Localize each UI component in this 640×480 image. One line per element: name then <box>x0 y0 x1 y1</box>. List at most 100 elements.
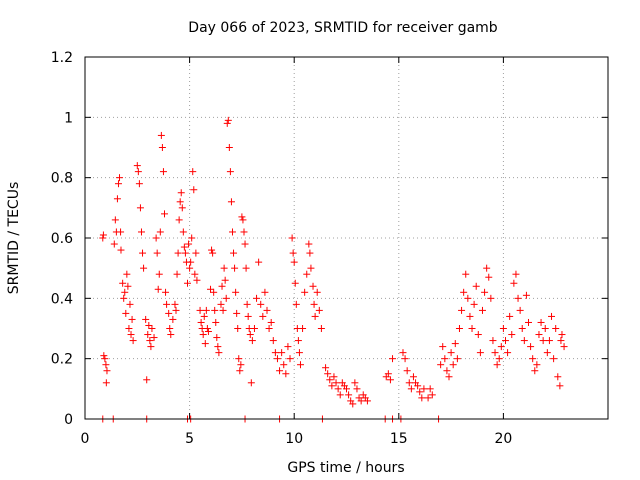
data-point <box>428 391 436 399</box>
data-point <box>250 325 258 332</box>
data-point <box>190 186 198 194</box>
data-point <box>221 276 229 284</box>
data-point <box>188 234 196 242</box>
data-point <box>100 352 108 360</box>
data-point <box>543 349 551 357</box>
data-point <box>451 340 459 348</box>
data-point <box>159 168 167 176</box>
data-point <box>462 270 470 278</box>
data-point <box>470 300 478 308</box>
data-point <box>197 318 205 326</box>
data-point <box>102 361 110 369</box>
y-tick-label: 0.2 <box>51 352 73 368</box>
data-point <box>545 337 553 345</box>
data-point <box>211 306 219 314</box>
data-point <box>181 249 189 257</box>
data-point <box>127 331 135 339</box>
data-point <box>458 306 466 314</box>
data-point <box>520 337 528 345</box>
data-point <box>531 367 539 375</box>
x-tick-label: 10 <box>285 431 303 447</box>
data-point <box>426 385 434 393</box>
data-point <box>309 282 317 290</box>
data-point <box>330 373 338 381</box>
plot-frame <box>84 56 609 420</box>
data-point <box>169 315 177 323</box>
data-point <box>336 391 344 399</box>
data-point <box>247 379 255 387</box>
data-point <box>175 216 183 224</box>
data-point <box>223 119 231 127</box>
data-point <box>232 288 240 296</box>
data-point <box>508 331 516 339</box>
y-tick-label: 0.6 <box>51 231 73 247</box>
data-point <box>244 312 252 320</box>
data-point <box>560 343 568 351</box>
data-point <box>353 385 361 393</box>
data-point <box>255 258 263 266</box>
data-point <box>128 315 136 323</box>
data-point <box>453 355 461 363</box>
data-point <box>218 282 226 290</box>
data-point <box>495 355 503 363</box>
data-point <box>157 131 165 139</box>
data-point <box>326 376 334 384</box>
data-point <box>153 249 161 257</box>
data-point <box>199 331 207 339</box>
data-point <box>418 394 426 402</box>
data-point <box>101 355 109 363</box>
y-tick-label: 1.2 <box>51 50 73 66</box>
data-point <box>535 331 543 339</box>
y-tick-label: 1 <box>64 110 73 126</box>
data-point <box>99 231 107 239</box>
data-point <box>222 294 230 302</box>
data-point <box>231 264 239 272</box>
data-point <box>226 168 234 176</box>
data-point <box>280 361 288 369</box>
data-point <box>466 312 474 320</box>
data-point <box>317 325 325 332</box>
data-point <box>527 343 535 351</box>
grid <box>85 57 608 419</box>
data-point <box>176 198 184 206</box>
data-point <box>468 325 476 332</box>
data-point <box>315 306 323 314</box>
data-point <box>162 288 170 296</box>
data-point <box>363 397 371 405</box>
data-point <box>234 325 242 332</box>
data-point <box>499 325 507 332</box>
data-point <box>460 288 468 296</box>
data-point <box>276 367 284 375</box>
data-point <box>476 349 484 357</box>
data-point <box>483 264 491 272</box>
data-point <box>154 285 162 293</box>
data-point <box>299 325 307 332</box>
data-point <box>152 234 160 242</box>
data-point <box>235 355 243 363</box>
data-point <box>439 343 447 351</box>
data-point <box>135 180 143 188</box>
x-axis-label: GPS time / hours <box>287 460 404 476</box>
data-point <box>119 279 127 287</box>
data-point <box>449 361 457 369</box>
data-point <box>504 349 512 357</box>
data-point <box>147 343 155 351</box>
data-point <box>420 385 428 393</box>
data-point <box>290 258 298 266</box>
data-point <box>246 331 254 339</box>
data-point <box>174 249 182 257</box>
data-point <box>409 373 417 381</box>
data-point <box>269 337 277 345</box>
data-point <box>186 264 194 272</box>
data-point <box>491 349 499 357</box>
data-point <box>136 204 144 212</box>
data-point <box>207 285 215 293</box>
data-point <box>445 373 453 381</box>
data-point <box>214 343 222 351</box>
data-point <box>202 306 210 314</box>
data-point <box>550 355 558 363</box>
data-point <box>261 288 269 296</box>
data-points <box>99 116 568 423</box>
data-point <box>289 249 297 257</box>
data-point <box>196 306 204 314</box>
